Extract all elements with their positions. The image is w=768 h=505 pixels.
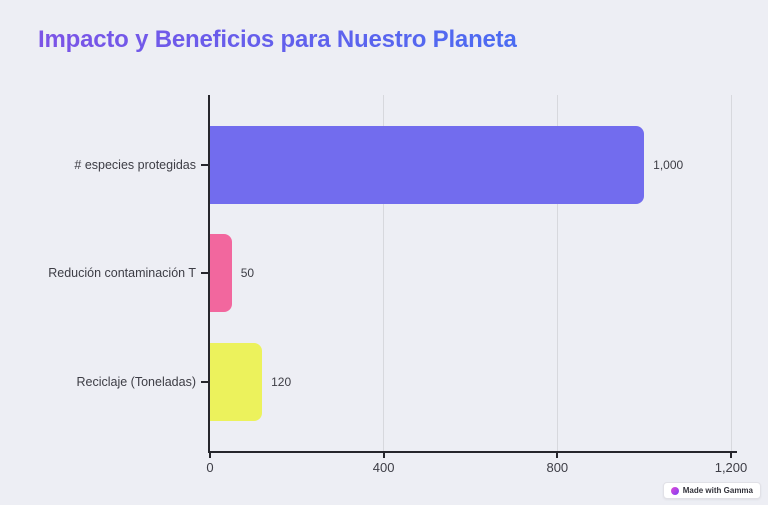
category-label: Redución contaminación T: [48, 266, 196, 280]
x-axis-tick-label: 400: [372, 460, 395, 475]
bar: [210, 126, 645, 204]
value-label: 50: [240, 266, 255, 280]
y-axis-tick: [201, 272, 208, 274]
value-label: 1,000: [653, 158, 684, 172]
badge-label: Made with Gamma: [682, 486, 753, 495]
x-axis-tick: [556, 453, 559, 458]
chart-title: Impacto y Beneficios para Nuestro Planet…: [38, 26, 517, 53]
x-axis-tick-label: 800: [546, 460, 569, 475]
gridline: [556, 95, 558, 453]
x-axis-line: [208, 451, 737, 453]
gamma-logo-icon: [670, 486, 679, 495]
x-axis-tick: [382, 453, 385, 458]
bar: [210, 343, 263, 421]
x-axis-tick: [730, 453, 732, 458]
gridline: [383, 95, 385, 453]
value-label: 120: [271, 375, 292, 389]
gridline: [730, 95, 732, 453]
category-label: Reciclaje (Toneladas): [76, 375, 196, 389]
category-label: # especies protegidas: [74, 158, 196, 172]
x-axis-tick-label: 1,200: [714, 460, 748, 475]
x-axis-tick-label: 0: [206, 460, 214, 475]
y-axis-tick: [201, 381, 208, 383]
y-axis-line: [208, 95, 210, 453]
y-axis-tick: [201, 164, 208, 166]
made-with-gamma-badge[interactable]: Made with Gamma: [662, 482, 761, 499]
x-axis-tick: [209, 453, 211, 458]
bar: [210, 234, 232, 312]
